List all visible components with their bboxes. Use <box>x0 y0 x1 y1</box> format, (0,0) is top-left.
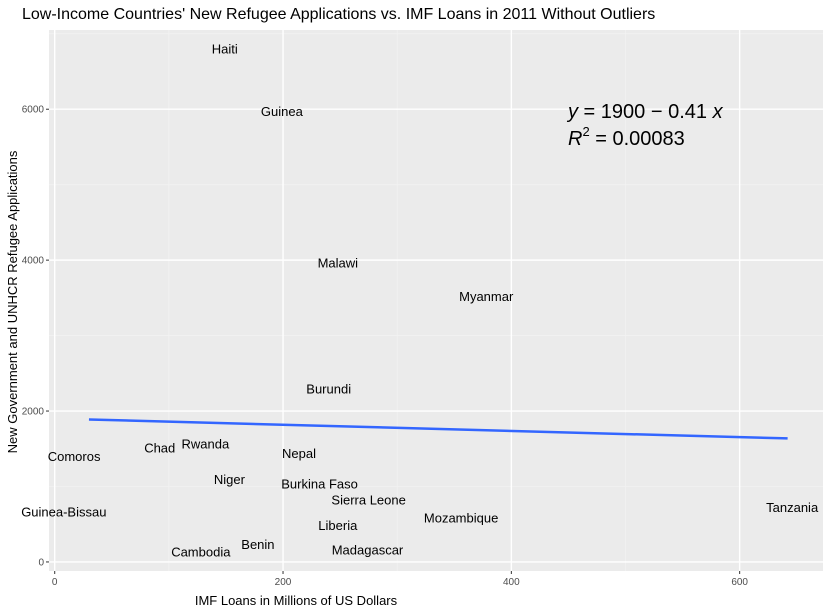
point-label: Benin <box>241 537 274 552</box>
regression-line <box>88 418 788 440</box>
regression-equation: y = 1900 − 0.41 x <box>566 101 724 123</box>
y-tick-label: 6000 <box>22 105 45 116</box>
point-label: Comoros <box>48 449 101 464</box>
point-label: Burundi <box>306 382 351 397</box>
r-squared-annotation: R2 = 0.00083 <box>568 124 685 150</box>
point-label: Myanmar <box>459 289 514 304</box>
point-label: Chad <box>144 441 175 456</box>
point-label: Liberia <box>318 518 358 533</box>
equation-y-var: y <box>566 101 579 123</box>
grid-lines <box>49 30 823 571</box>
point-label: Malawi <box>318 256 359 271</box>
x-axis-title: IMF Loans in Millions of US Dollars <box>195 593 398 608</box>
r-squared-value: = 0.00083 <box>590 128 685 150</box>
point-label: Cambodia <box>171 545 231 560</box>
chart-title: Low-Income Countries' New Refugee Applic… <box>22 6 655 23</box>
point-label: Guinea <box>261 104 304 119</box>
x-tick-label: 400 <box>503 577 520 588</box>
y-axis-title: New Government and UNHCR Refugee Applica… <box>5 150 20 453</box>
r-squared-symbol: R <box>568 128 582 150</box>
x-tick-label: 0 <box>52 577 58 588</box>
equation-x-var: x <box>712 101 724 123</box>
point-label: Burkina Faso <box>281 477 358 492</box>
point-label: Nepal <box>282 446 316 461</box>
y-tick-label: 4000 <box>22 256 45 267</box>
point-labels: Haiti Guinea Malawi Myanmar Burundi Comoros Ch… <box>21 41 819 559</box>
point-label: Haiti <box>212 41 238 56</box>
x-tick-label: 600 <box>731 577 748 588</box>
point-label: Rwanda <box>182 437 230 452</box>
point-label: Tanzania <box>766 500 819 515</box>
plot-panel <box>49 30 823 571</box>
equation-body: = 1900 − 0.41 <box>578 101 713 123</box>
y-tick-label: 2000 <box>22 407 45 418</box>
point-label: Sierra Leone <box>331 493 405 508</box>
point-label: Guinea-Bissau <box>21 505 106 520</box>
x-tick-label: 200 <box>275 577 292 588</box>
y-tick-label: 0 <box>38 557 44 568</box>
point-label: Mozambique <box>424 511 498 526</box>
r-squared-exponent: 2 <box>582 124 589 139</box>
point-label: Madagascar <box>332 542 404 557</box>
point-label: Niger <box>214 472 246 487</box>
